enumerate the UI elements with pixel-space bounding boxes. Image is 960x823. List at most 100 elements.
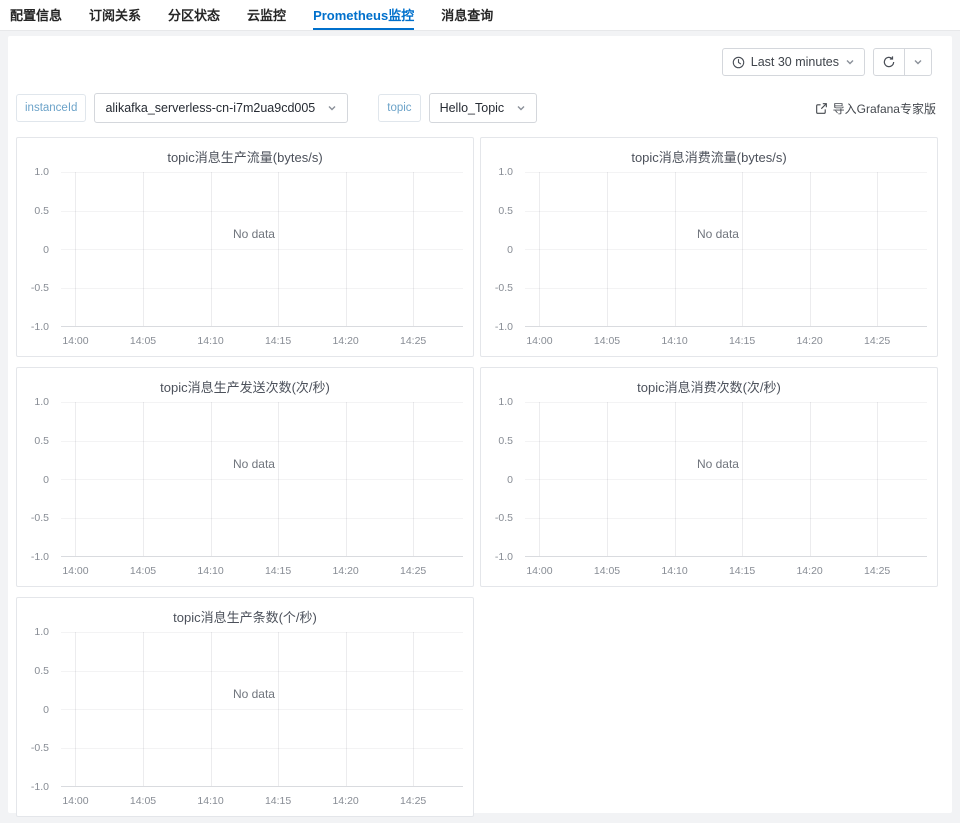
plot-area[interactable]: No data — [525, 172, 927, 327]
instance-id-select[interactable]: alikafka_serverless-cn-i7m2ua9cd005 — [94, 93, 349, 123]
tab-partition-status[interactable]: 分区状态 — [168, 0, 220, 30]
horizontal-gridline — [61, 747, 463, 749]
no-data-label: No data — [232, 686, 275, 701]
vertical-gridline — [809, 402, 811, 556]
x-axis-tick-label: 14:10 — [197, 335, 224, 347]
x-axis: 14:00 14:05 14:10 14:15 14:20 14:25 — [525, 335, 927, 348]
x-axis-tick-label: 14:05 — [129, 795, 157, 807]
horizontal-gridline — [61, 440, 463, 442]
panel-title[interactable]: topic消息消费次数(次/秒) — [637, 380, 781, 395]
vertical-gridline — [607, 402, 608, 556]
refresh-button[interactable] — [873, 48, 905, 76]
y-axis-tick-label: 0.5 — [498, 434, 513, 447]
vertical-gridline — [143, 402, 144, 556]
x-axis: 14:00 14:05 14:10 14:15 14:20 14:25 — [525, 565, 927, 578]
y-axis-tick-label: 0 — [507, 243, 513, 256]
horizontal-gridline — [61, 249, 463, 250]
time-range-picker[interactable]: Last 30 minutes — [721, 48, 865, 76]
panel-title[interactable]: topic消息消费流量(bytes/s) — [631, 150, 787, 165]
horizontal-gridline — [61, 210, 463, 212]
plot-area[interactable]: No data — [61, 172, 463, 327]
x-axis-tick-label: 14:00 — [526, 335, 553, 347]
y-axis-tick-label: -1.0 — [494, 551, 513, 563]
panel-title[interactable]: topic消息生产流量(bytes/s) — [167, 150, 323, 165]
horizontal-gridline — [61, 287, 463, 289]
vertical-gridline — [413, 172, 415, 326]
tab-label: 消息查询 — [441, 8, 494, 23]
x-axis-tick-label: 14:25 — [864, 335, 891, 347]
vertical-gridline — [75, 172, 77, 326]
vertical-gridline — [742, 172, 744, 326]
y-axis: 1.0 0.5 0 -0.5 -1.0 — [17, 626, 55, 793]
y-axis-tick-label: 1.0 — [34, 396, 49, 408]
x-axis-tick-label: 14:15 — [264, 795, 292, 807]
plot-area[interactable]: No data — [61, 402, 463, 557]
vertical-gridline — [877, 402, 879, 556]
tab-prometheus-monitor[interactable]: Prometheus监控 — [313, 0, 415, 30]
tab-label: 订阅关系 — [89, 8, 142, 23]
x-axis-tick-label: 14:25 — [864, 565, 891, 577]
horizontal-gridline — [525, 402, 927, 403]
no-data-label: No data — [696, 456, 739, 471]
plot-area[interactable]: No data — [525, 402, 927, 557]
tab-label: 云监控 — [247, 8, 287, 23]
tab-label: 配置信息 — [10, 8, 63, 23]
vertical-gridline — [742, 402, 744, 556]
chip-label: topic — [387, 102, 412, 114]
panel-title[interactable]: topic消息生产发送次数(次/秒) — [160, 380, 330, 395]
filter-bar: instanceId alikafka_serverless-cn-i7m2ua… — [16, 93, 938, 123]
y-axis-tick-label: -0.5 — [30, 282, 49, 295]
horizontal-gridline — [525, 517, 927, 519]
y-axis-tick-label: -0.5 — [30, 512, 49, 525]
grafana-link-label: 导入Grafana专家版 — [832, 101, 936, 116]
x-axis-tick-label: 14:05 — [593, 335, 621, 347]
y-axis-tick-label: -1.0 — [30, 551, 49, 563]
horizontal-gridline — [61, 632, 463, 633]
x-axis-tick-label: 14:05 — [593, 565, 621, 577]
horizontal-gridline — [61, 402, 463, 403]
x-axis-tick-label: 14:15 — [264, 565, 292, 577]
vertical-gridline — [809, 172, 811, 326]
tab-message-query[interactable]: 消息查询 — [441, 0, 493, 30]
y-axis-tick-label: 0 — [43, 473, 49, 486]
x-axis-tick-label: 14:15 — [264, 335, 292, 347]
toolbar: Last 30 minutes — [16, 48, 938, 76]
tab-cloud-monitor[interactable]: 云监控 — [247, 0, 286, 30]
x-axis-tick-label: 14:10 — [661, 565, 688, 577]
grafana-import-link[interactable]: 导入Grafana专家版 — [815, 100, 936, 117]
external-link-icon — [815, 102, 827, 114]
tab-config-info[interactable]: 配置信息 — [10, 0, 62, 30]
horizontal-gridline — [61, 172, 463, 173]
topic-label-chip: topic — [378, 94, 421, 122]
x-axis-tick-label: 14:25 — [400, 335, 427, 347]
y-axis-tick-label: 1.0 — [34, 626, 49, 638]
time-range-label: Last 30 minutes — [750, 55, 839, 69]
y-axis-tick-label: 1.0 — [34, 166, 49, 178]
vertical-gridline — [143, 172, 144, 326]
vertical-gridline — [210, 402, 212, 556]
content-card: Last 30 minutes instanceId alikafka_serv… — [8, 36, 952, 817]
vertical-gridline — [413, 632, 415, 786]
chevron-down-icon — [328, 106, 336, 111]
vertical-gridline — [75, 402, 77, 556]
topic-select[interactable]: Hello_Topic — [428, 93, 538, 123]
no-data-label: No data — [232, 456, 275, 471]
horizontal-gridline — [61, 709, 463, 710]
chevron-down-icon — [914, 60, 922, 65]
y-axis-tick-label: 1.0 — [498, 166, 513, 178]
plot-area[interactable]: No data — [61, 632, 463, 787]
panel-title[interactable]: topic消息生产条数(个/秒) — [173, 610, 317, 625]
refresh-button-group — [873, 48, 932, 76]
refresh-interval-dropdown[interactable] — [904, 48, 932, 76]
no-data-label: No data — [696, 226, 739, 241]
y-axis: 1.0 0.5 0 -0.5 -1.0 — [481, 396, 519, 563]
vertical-gridline — [210, 632, 212, 786]
tab-subscription-relations[interactable]: 订阅关系 — [89, 0, 141, 30]
x-axis-tick-label: 14:15 — [728, 335, 756, 347]
x-axis-tick-label: 14:00 — [526, 565, 553, 577]
x-axis-tick-label: 14:15 — [728, 565, 756, 577]
y-axis: 1.0 0.5 0 -0.5 -1.0 — [481, 166, 519, 333]
y-axis-tick-label: -0.5 — [494, 512, 513, 525]
tab-label: 分区状态 — [168, 8, 221, 23]
horizontal-gridline — [61, 670, 463, 672]
